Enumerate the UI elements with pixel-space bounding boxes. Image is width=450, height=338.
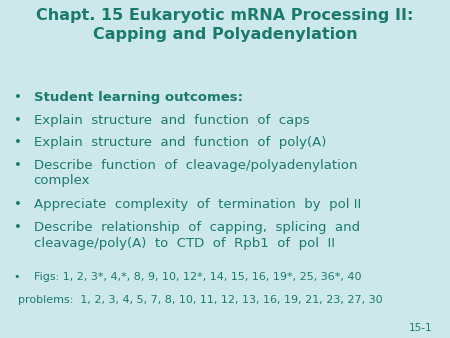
Text: •: •	[14, 114, 22, 127]
Text: Figs: 1, 2, 3*, 4,*, 8, 9, 10, 12*, 14, 15, 16, 19*, 25, 36*, 40: Figs: 1, 2, 3*, 4,*, 8, 9, 10, 12*, 14, …	[34, 272, 361, 282]
Text: Explain  structure  and  function  of  caps: Explain structure and function of caps	[34, 114, 310, 127]
Text: Describe  function  of  cleavage/polyadenylation
complex: Describe function of cleavage/polyadenyl…	[34, 159, 357, 187]
Text: problems:  1, 2, 3, 4, 5, 7, 8, 10, 11, 12, 13, 16, 19, 21, 23, 27, 30: problems: 1, 2, 3, 4, 5, 7, 8, 10, 11, 1…	[18, 295, 382, 305]
Text: Chapt. 15 Eukaryotic mRNA Processing II:
Capping and Polyadenylation: Chapt. 15 Eukaryotic mRNA Processing II:…	[36, 8, 414, 42]
Text: Describe  relationship  of  capping,  splicing  and
cleavage/poly(A)  to  CTD  o: Describe relationship of capping, splici…	[34, 221, 360, 250]
Text: •: •	[14, 272, 20, 282]
Text: •: •	[14, 221, 22, 234]
Text: •: •	[14, 159, 22, 172]
Text: •: •	[14, 198, 22, 211]
Text: Student learning outcomes:: Student learning outcomes:	[34, 91, 243, 104]
Text: •: •	[14, 91, 22, 104]
Text: 15-1: 15-1	[409, 323, 432, 333]
Text: Appreciate  complexity  of  termination  by  pol II: Appreciate complexity of termination by …	[34, 198, 361, 211]
Text: •: •	[14, 136, 22, 149]
Text: Explain  structure  and  function  of  poly(A): Explain structure and function of poly(A…	[34, 136, 326, 149]
